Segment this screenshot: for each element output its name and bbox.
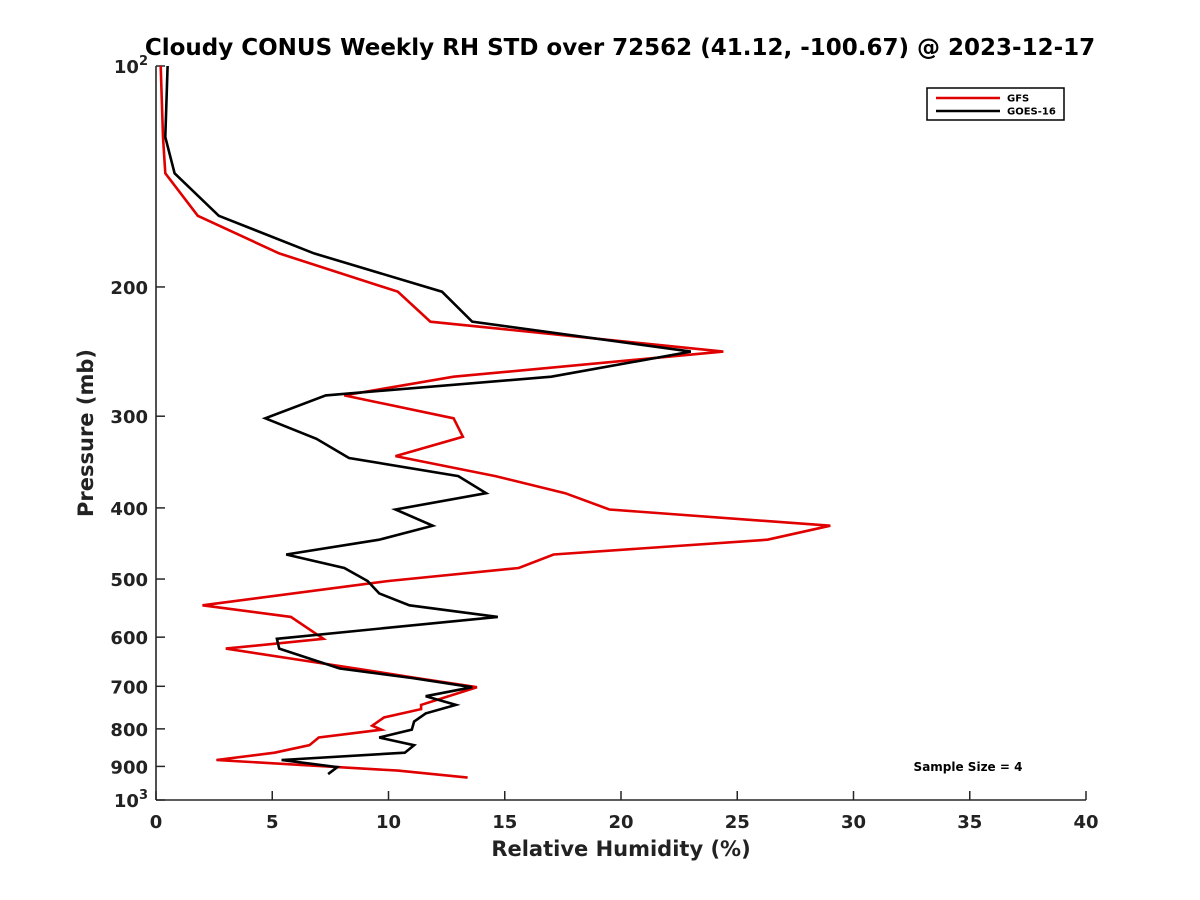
x-ticks: 0 5 10 15 20 25 30 35 40	[150, 791, 1099, 833]
chart-title: Cloudy CONUS Weekly RH STD over 72562 (4…	[145, 35, 1095, 61]
x-tick-label: 10	[376, 812, 401, 833]
series-line-goes-16	[163, 65, 692, 776]
y-tick-label: 600	[110, 628, 148, 649]
y-tick-label: 103	[114, 788, 148, 812]
x-tick-label: 15	[492, 812, 517, 833]
x-axis-label: Relative Humidity (%)	[491, 837, 750, 861]
x-tick-label: 0	[150, 812, 163, 833]
x-tick-label: 35	[957, 812, 982, 833]
x-tick-label: 30	[841, 812, 866, 833]
plot-area	[155, 66, 1086, 801]
y-tick-label: 300	[110, 407, 148, 428]
x-tick-label: 25	[725, 812, 750, 833]
y-tick-label: 400	[110, 499, 148, 520]
x-tick-label: 40	[1073, 812, 1098, 833]
y-tick-label: 200	[110, 278, 148, 299]
y-tick-label: 900	[110, 757, 148, 778]
series-lines	[159, 65, 831, 779]
legend-box	[926, 87, 1065, 121]
legend: GFS GOES-16	[926, 87, 1065, 121]
legend-label: GOES-16	[1007, 107, 1056, 118]
y-tick-label: 700	[110, 677, 148, 698]
x-tick-label: 5	[266, 812, 279, 833]
series-line-gfs	[159, 65, 831, 779]
y-tick-label: 800	[110, 720, 148, 741]
y-tick-label: 500	[110, 570, 148, 591]
legend-label: GFS	[1007, 94, 1029, 105]
y-ticks: 102 200 300 400 500 600 700 800 900 103	[110, 54, 165, 812]
y-axis-label: Pressure (mb)	[74, 349, 98, 517]
y-tick-label: 102	[114, 54, 148, 78]
sample-size-annotation: Sample Size = 4	[914, 760, 1023, 774]
x-tick-label: 20	[608, 812, 633, 833]
